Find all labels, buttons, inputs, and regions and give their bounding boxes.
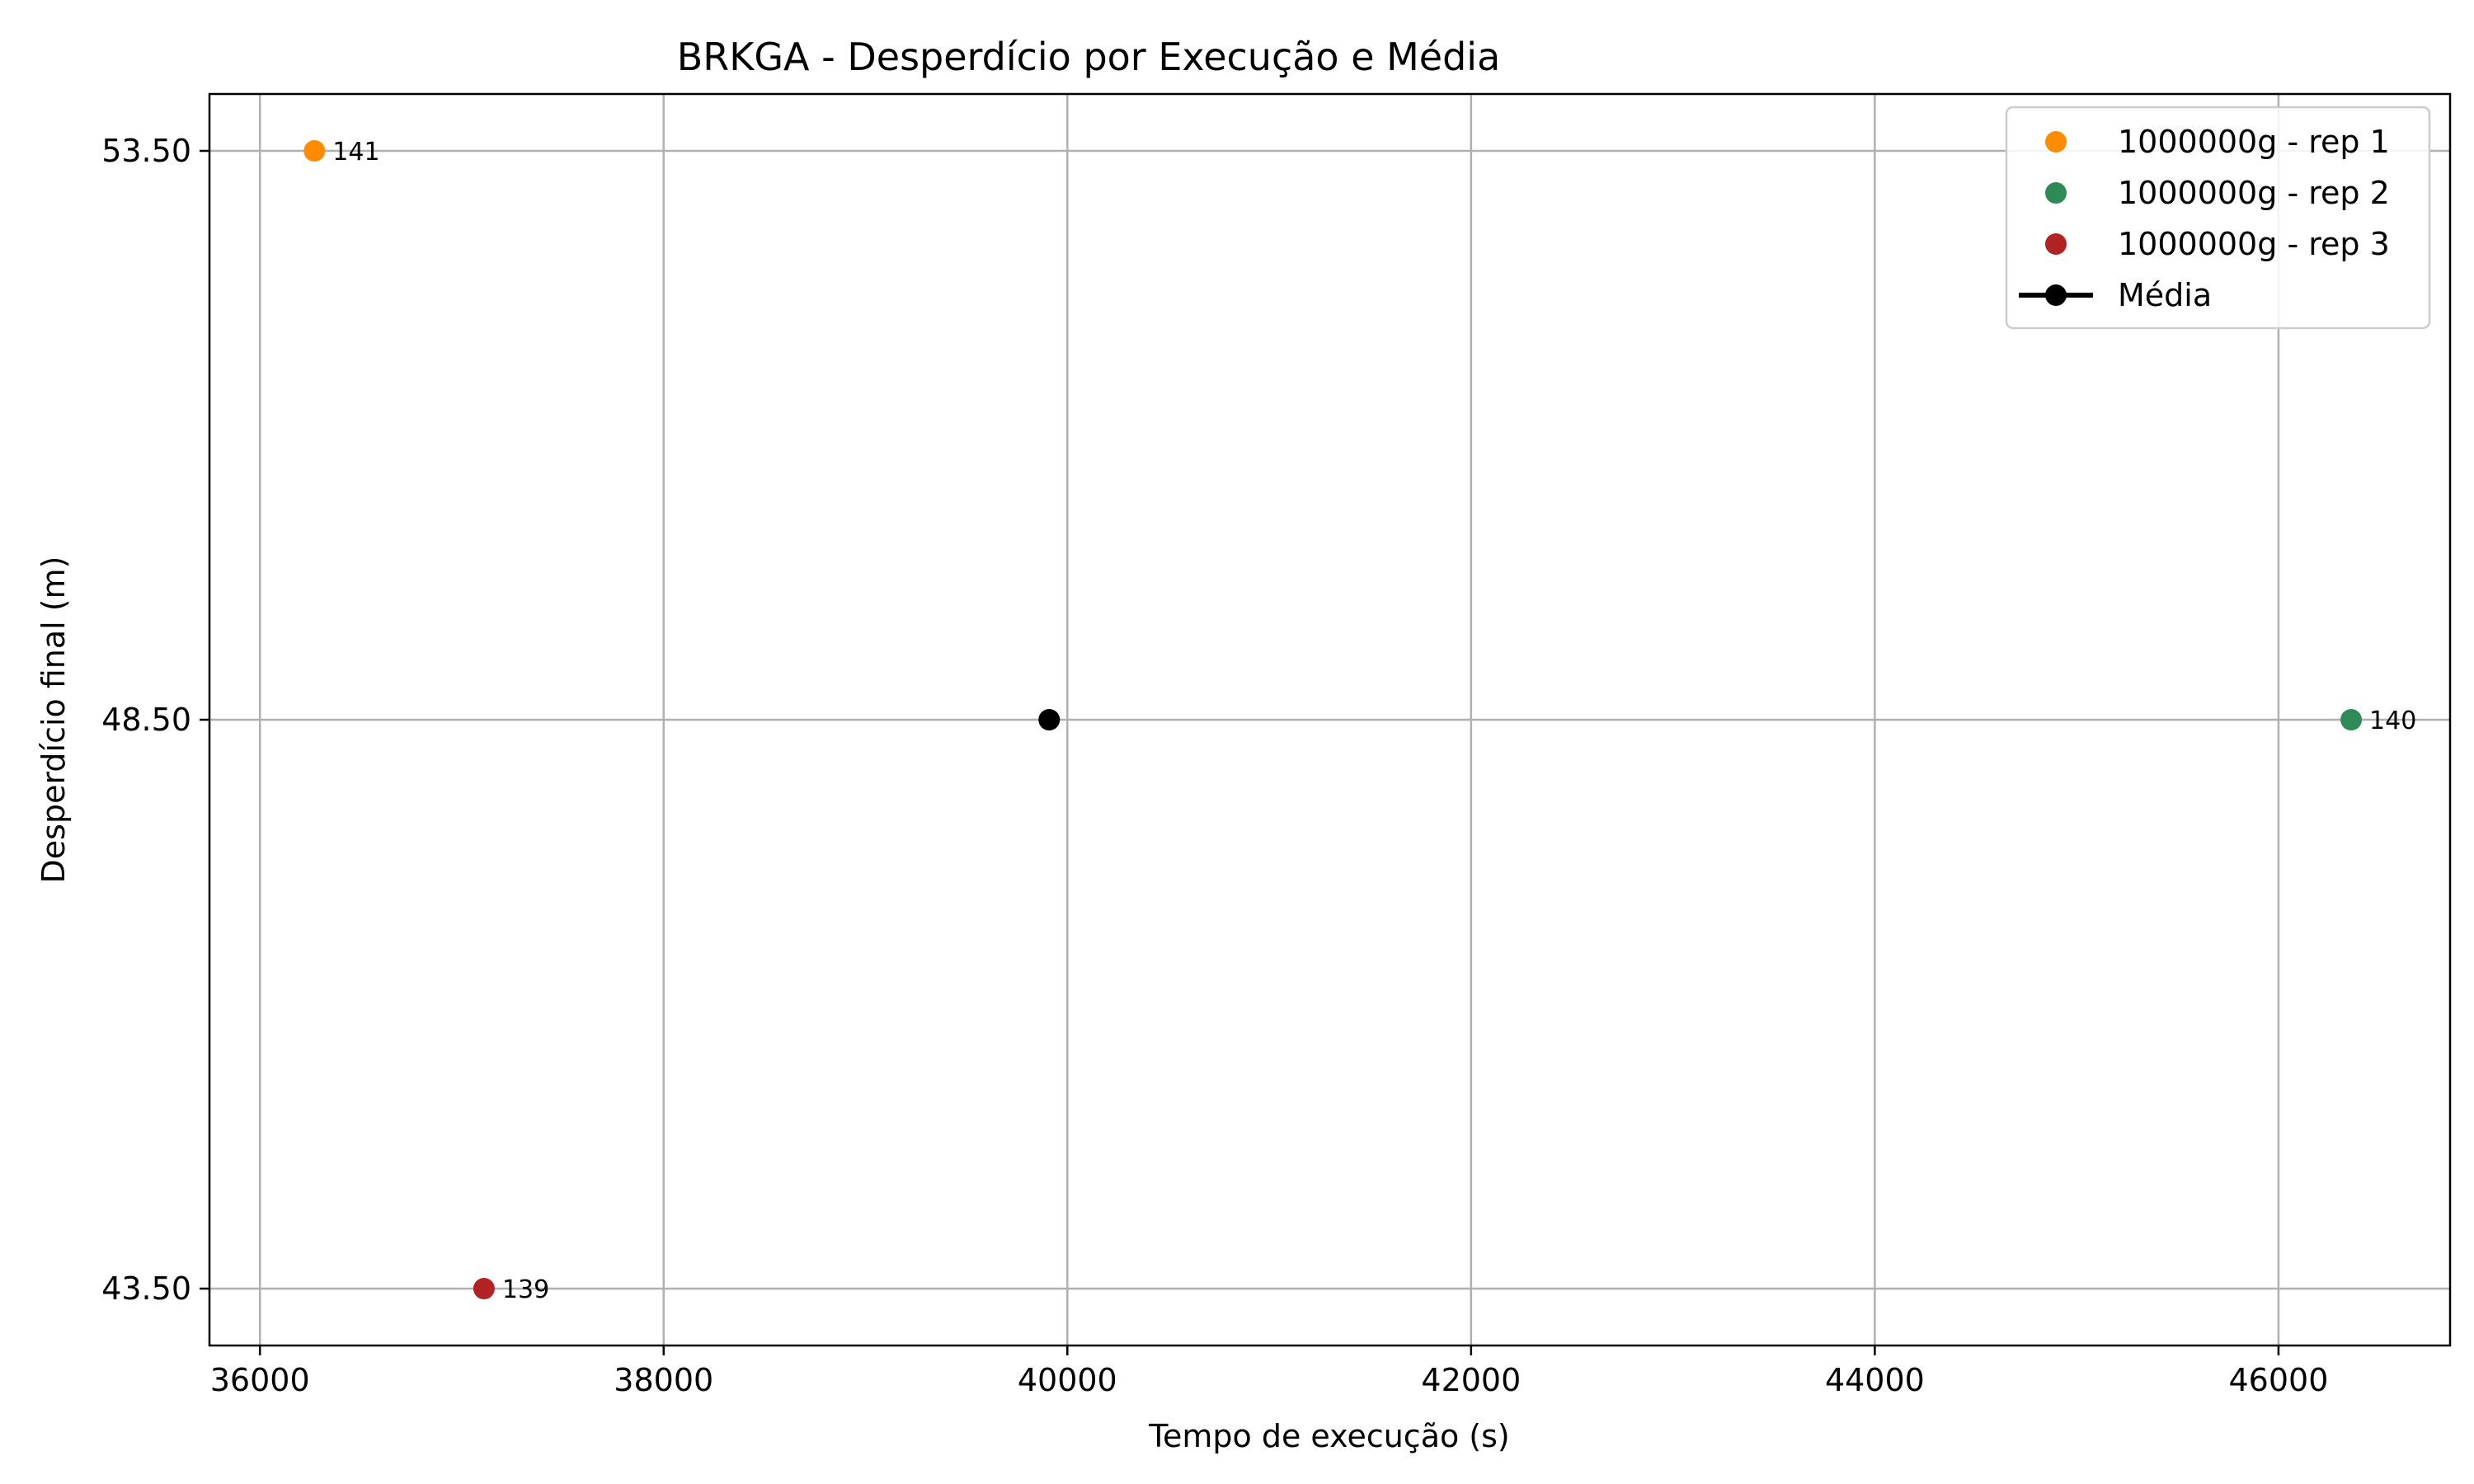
tick-layer: 36000 38000 40000 42000 44000 46000 43.50 48.50… — [101, 133, 2328, 1398]
x-tick-label: 46000 — [2228, 1362, 2328, 1398]
data-point — [2340, 709, 2363, 730]
data-point — [303, 140, 326, 162]
data-label: 140 — [2369, 707, 2416, 735]
legend-box — [2005, 106, 2431, 330]
legend-marker — [2045, 182, 2067, 204]
legend-entry: 1000000g - rep 1 — [2118, 124, 2390, 160]
y-tick-label: 43.50 — [101, 1270, 191, 1307]
data-point — [473, 1278, 495, 1299]
legend-entry: 1000000g - rep 3 — [2118, 226, 2390, 262]
x-axis-label: Tempo de execução (s) — [1148, 1418, 1510, 1454]
legend-marker — [2045, 233, 2067, 255]
y-tick-label: 53.50 — [101, 133, 191, 169]
x-tick-label: 44000 — [1825, 1362, 1925, 1398]
data-marks: 141 140 139 — [303, 138, 2416, 1304]
data-label: 139 — [502, 1275, 549, 1304]
legend-marker — [2045, 284, 2067, 306]
y-tick-label: 48.50 — [101, 702, 191, 738]
legend-entry: 1000000g - rep 2 — [2118, 175, 2390, 211]
data-label: 141 — [332, 138, 379, 167]
y-axis-label: Desperdício final (m) — [35, 556, 72, 884]
legend-entry: Média — [2118, 277, 2212, 313]
x-tick-label: 36000 — [210, 1362, 310, 1398]
legend-marker — [2045, 131, 2067, 153]
chart-title: BRKGA - Desperdício por Execução e Média — [677, 35, 1501, 79]
data-point — [1038, 709, 1061, 730]
x-tick-label: 38000 — [614, 1362, 713, 1398]
x-tick-label: 40000 — [1018, 1362, 1117, 1398]
x-tick-label: 42000 — [1421, 1362, 1521, 1398]
legend: 1000000g - rep 1 1000000g - rep 2 1000000g… — [2005, 106, 2431, 330]
